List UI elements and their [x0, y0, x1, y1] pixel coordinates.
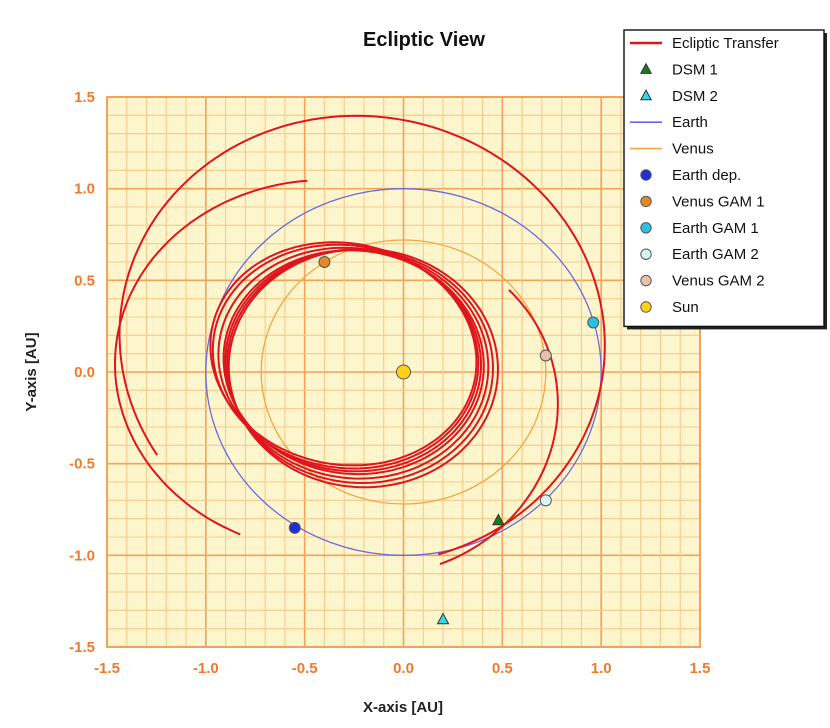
- venus-gam-1-marker: [318, 256, 331, 268]
- transfer-arc: [211, 243, 480, 470]
- legend-label: Sun: [672, 299, 699, 316]
- legend-label: DSM 2: [672, 88, 718, 105]
- venus-gam-1-marker: [640, 195, 652, 208]
- transfer-arc: [222, 249, 485, 476]
- earth-orbit: [205, 188, 602, 556]
- x-tick-label: -1.0: [193, 660, 219, 677]
- x-tick-label: -1.5: [94, 660, 120, 677]
- x-tick-label: 0.5: [492, 660, 513, 677]
- dsm-2-marker: [436, 612, 450, 625]
- x-axis-label: X-axis [AU]: [363, 699, 443, 716]
- earth-dep-marker: [640, 169, 652, 181]
- earth-gam-2-marker: [539, 494, 552, 507]
- y-tick-labels: 1.5 1.0 0.5 0.0 -0.5 -1.0 -1.5: [69, 89, 95, 656]
- legend-label: Earth: [672, 114, 708, 131]
- y-tick-label: -1.0: [69, 547, 95, 564]
- earth-dep-marker: [288, 521, 301, 534]
- legend-label: Ecliptic Transfer: [672, 35, 779, 52]
- event-markers: [288, 256, 600, 625]
- venus-gam-2-marker: [539, 349, 552, 362]
- orbits: [205, 188, 602, 556]
- y-tick-label: 1.0: [74, 181, 95, 198]
- transfer-arc: [209, 241, 478, 467]
- dsm-1-marker: [492, 513, 505, 526]
- x-tick-label: 0.0: [393, 660, 414, 677]
- transfer-arc: [113, 179, 308, 536]
- legend-label: DSM 1: [672, 61, 718, 78]
- legend: Ecliptic Transfer DSM 1 DSM 2 Earth Venus Ear…: [623, 29, 827, 330]
- y-tick-label: 1.5: [74, 89, 95, 106]
- transfer-arc: [224, 249, 490, 480]
- venus-gam-2-marker: [640, 274, 652, 287]
- plot-border: [106, 96, 701, 648]
- earth-gam-1-marker: [640, 222, 652, 234]
- dsm-1-marker: [639, 62, 653, 74]
- earth-gam-2-marker: [640, 248, 652, 260]
- legend-label: Earth GAM 1: [672, 220, 759, 237]
- x-tick-label: 1.5: [690, 660, 711, 677]
- transfer-arc: [227, 247, 499, 489]
- venus-orbit: [260, 239, 547, 505]
- transfer-arc: [118, 114, 606, 556]
- y-tick-label: 0.0: [74, 364, 95, 381]
- legend-label: Venus GAM 2: [672, 273, 765, 290]
- dsm-2-marker: [639, 89, 653, 101]
- transfer-arc: [217, 246, 482, 473]
- sun-marker: [640, 301, 652, 313]
- legend-label: Earth dep.: [672, 167, 741, 184]
- legend-label: Venus: [672, 141, 714, 158]
- chart-title: Ecliptic View: [363, 29, 485, 51]
- transfer-arc: [439, 289, 559, 566]
- x-tick-label: -0.5: [292, 660, 318, 677]
- earth-gam-1-marker: [587, 316, 600, 329]
- transfer-arc: [226, 248, 495, 485]
- y-tick-label: -1.5: [69, 639, 95, 656]
- legend-box: [623, 29, 825, 328]
- sun-marker: [396, 364, 411, 380]
- gridlines: [106, 96, 701, 648]
- x-tick-labels: -1.5 -1.0 -0.5 0.0 0.5 1.0 1.5: [94, 660, 710, 677]
- x-tick-label: 1.0: [591, 660, 612, 677]
- legend-label: Earth GAM 2: [672, 246, 759, 263]
- y-tick-label: 0.5: [74, 272, 95, 289]
- legend-label: Venus GAM 1: [672, 193, 765, 210]
- y-tick-label: -0.5: [69, 456, 95, 473]
- y-axis-label: Y-axis [AU]: [23, 332, 40, 411]
- ecliptic-transfer-trajectory: [113, 114, 606, 566]
